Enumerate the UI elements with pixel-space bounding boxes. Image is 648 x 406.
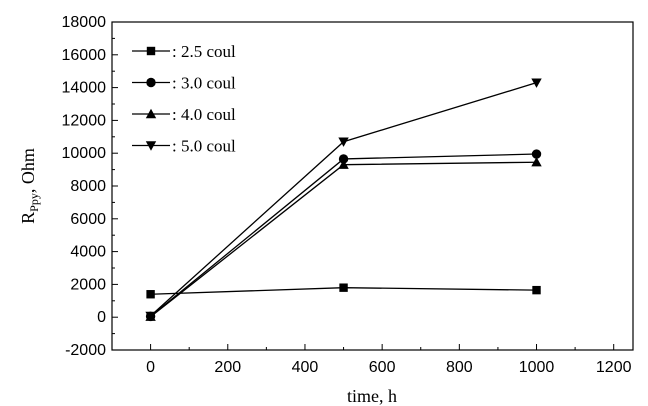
series-0 — [146, 283, 541, 299]
legend-label: : 2.5 coul — [172, 42, 236, 61]
plot-frame — [111, 21, 634, 351]
x-tick-label: 200 — [214, 359, 241, 376]
legend-entry-3: : 5.0 coul — [132, 137, 236, 156]
series-2 — [145, 157, 542, 321]
y-tick-label: 10000 — [62, 145, 107, 162]
data-point — [338, 154, 349, 164]
y-axis-title: RPpy, Ohm — [18, 148, 41, 224]
legend: : 2.5 coul : 3.0 coul : 4.0 coul : 5.0 coul — [132, 42, 236, 156]
y-tick-label: -2000 — [65, 342, 106, 359]
legend-entry-2: : 4.0 coul — [132, 105, 236, 124]
legend-marker — [145, 108, 157, 119]
y-tick-label: 14000 — [62, 80, 107, 97]
y-tick-label: 2000 — [70, 276, 106, 293]
x-tick-label: 600 — [369, 359, 396, 376]
axis-ticks — [112, 21, 615, 351]
series-3 — [145, 78, 542, 322]
x-tick-label: 1200 — [596, 359, 632, 376]
data-point — [531, 78, 542, 88]
y-tick-label: 12000 — [62, 112, 107, 129]
legend-label: : 3.0 coul — [172, 74, 236, 93]
data-point — [338, 159, 349, 169]
x-axis-title: time, h — [347, 386, 397, 406]
series-line — [150, 161, 537, 318]
data-point — [531, 157, 542, 167]
axis-tick-labels: 0 200 400 600 800 1000 1200 -2000 0 2000 4000 6000 8… — [62, 14, 632, 376]
legend-label: : 4.0 coul — [172, 105, 236, 124]
y-axis-title-subscript: Ppy — [27, 193, 41, 212]
y-axis-title-main: R — [18, 212, 38, 224]
series-1 — [145, 149, 542, 322]
y-tick-label: 18000 — [62, 14, 107, 31]
y-tick-label: 8000 — [70, 178, 106, 195]
y-tick-label: 6000 — [70, 211, 106, 228]
x-tick-label: 1000 — [519, 359, 555, 376]
legend-marker — [146, 77, 156, 88]
data-point — [338, 137, 349, 147]
y-axis-title-suffix: , Ohm — [18, 148, 38, 193]
legend-entry-1: : 3.0 coul — [132, 74, 236, 93]
legend-entry-0: : 2.5 coul — [132, 42, 236, 61]
legend-label: : 5.0 coul — [172, 137, 236, 156]
legend-marker — [145, 141, 157, 151]
series-layer — [145, 78, 542, 322]
legend-marker — [146, 46, 156, 56]
x-tick-label: 400 — [292, 359, 319, 376]
data-point — [531, 149, 542, 159]
x-tick-label: 0 — [146, 359, 155, 376]
data-point — [145, 311, 156, 322]
data-point — [339, 283, 348, 292]
y-tick-label: 16000 — [62, 47, 107, 64]
y-tick-label: 0 — [97, 309, 106, 326]
x-tick-label: 800 — [446, 359, 473, 376]
data-point — [146, 290, 155, 299]
data-point — [532, 285, 541, 295]
y-tick-label: 4000 — [70, 244, 106, 261]
